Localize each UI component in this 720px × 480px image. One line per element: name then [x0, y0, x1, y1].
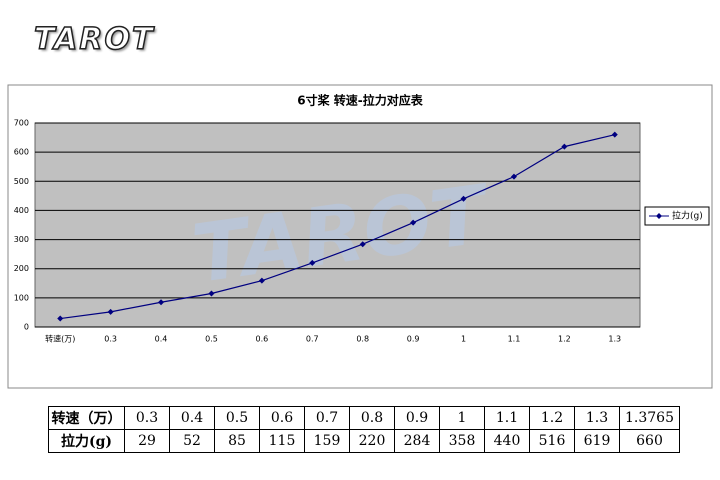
marker [611, 131, 618, 138]
table-cell: 516 [529, 429, 575, 453]
table-cell: 660 [619, 429, 680, 453]
marker [410, 219, 417, 226]
x-tick-label: 1.1 [508, 335, 521, 344]
marker [561, 143, 568, 150]
x-tick-label: 0.8 [356, 335, 369, 344]
table-cell: 159 [304, 429, 350, 453]
y-tick-label: 0 [24, 323, 29, 332]
legend-label: 拉力(g) [672, 210, 703, 222]
x-tick-label: 0.6 [256, 335, 269, 344]
table-cell: 85 [214, 429, 260, 453]
y-tick-label: 400 [14, 206, 29, 215]
y-tick-label: 300 [14, 235, 29, 244]
x-tick-label: 1.3 [608, 335, 621, 344]
marker [510, 173, 517, 180]
marker [107, 308, 114, 315]
table-cell: 440 [484, 429, 530, 453]
table-cell: 0.7 [304, 406, 350, 430]
table-cell: 1.3765 [619, 406, 680, 430]
row-header: 拉力(g) [48, 429, 125, 453]
table-cell: 0.4 [169, 406, 215, 430]
y-tick-label: 500 [14, 177, 29, 186]
table-cell: 284 [394, 429, 440, 453]
table-cell: 1.2 [529, 406, 575, 430]
marker [309, 259, 316, 266]
table-cell: 1.3 [574, 406, 620, 430]
table-cell: 0.3 [124, 406, 170, 430]
row-header: 转速（万） [48, 406, 125, 430]
table-cell: 0.9 [394, 406, 440, 430]
chart: 6寸桨 转速-拉力对应表 TAROT0100200300400500600700… [7, 84, 713, 389]
marker [57, 315, 64, 322]
table-cell: 358 [439, 429, 485, 453]
table-cell: 0.5 [214, 406, 260, 430]
x-tick-label: 0.3 [104, 335, 117, 344]
x-tick-label: 0.7 [306, 335, 319, 344]
x-tick-label: 0.9 [407, 335, 420, 344]
line [60, 134, 615, 320]
marker [158, 299, 165, 306]
table-row: 转速（万） 0.3 0.4 0.5 0.6 0.7 0.8 0.9 1 1.1 1.2 1.3 1.37… [48, 406, 680, 430]
table-cell: 619 [574, 429, 620, 453]
table-cell: 220 [349, 429, 395, 453]
y-tick-label: 600 [14, 148, 29, 157]
legend-box [644, 206, 710, 226]
table-row: 拉力(g) 29 52 85 115 159 220 284 358 440 516 619 660 [48, 429, 680, 453]
x-tick-label: 0.4 [155, 335, 168, 344]
x-tick-label: 0.5 [205, 335, 218, 344]
table-cell: 52 [169, 429, 215, 453]
logo: TAROT [33, 21, 155, 58]
y-tick-label: 200 [14, 264, 29, 273]
chart-title: 6寸桨 转速-拉力对应表 [297, 93, 424, 108]
marker [258, 277, 265, 284]
table-cell: 115 [259, 429, 305, 453]
x-tick-label: 转速(万) [45, 334, 75, 344]
marker [208, 290, 215, 297]
marker [460, 195, 467, 202]
table-cell: 0.6 [259, 406, 305, 430]
table-cell: 29 [124, 429, 170, 453]
table-cell: 0.8 [349, 406, 395, 430]
y-tick-label: 100 [14, 293, 29, 302]
data-table: 转速（万） 0.3 0.4 0.5 0.6 0.7 0.8 0.9 1 1.1 1.2 1.3 1.37… [48, 406, 680, 453]
x-tick-label: 1 [461, 335, 466, 344]
table-cell: 1 [439, 406, 485, 430]
marker [359, 241, 366, 248]
y-tick-label: 700 [14, 119, 29, 128]
table-cell: 1.1 [484, 406, 530, 430]
x-tick-label: 1.2 [558, 335, 571, 344]
legend-marker [656, 213, 662, 219]
